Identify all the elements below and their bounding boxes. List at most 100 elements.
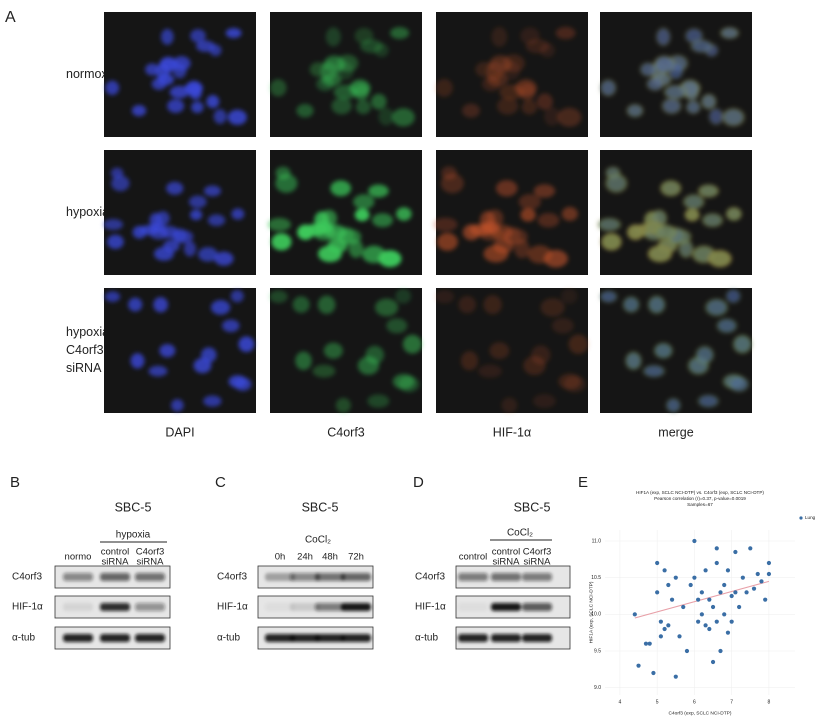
scatter-point: [710, 604, 716, 610]
cell: [323, 55, 345, 74]
legend-label: Lung: [805, 515, 816, 520]
scatter-point: [722, 612, 727, 617]
bands: [458, 603, 552, 611]
band: [522, 573, 552, 581]
cell: [335, 397, 351, 413]
scatter-point: [755, 571, 760, 577]
lane-label: siRNA: [137, 557, 165, 568]
blot-label: α-tub: [415, 633, 438, 644]
bands: [265, 603, 371, 611]
cells: [599, 26, 746, 127]
cell: [626, 103, 644, 118]
cell: [626, 224, 645, 241]
cell: [200, 347, 217, 363]
cell: [501, 397, 518, 414]
cell: [269, 290, 288, 304]
scatter-point: [647, 641, 652, 646]
scatter-point: [766, 560, 772, 566]
lane-label: siRNA: [524, 557, 552, 568]
cell: [653, 54, 676, 75]
blot-label: C4orf3: [415, 572, 445, 583]
scatter-point: [684, 648, 690, 654]
cell: [520, 208, 536, 222]
scatter-point: [669, 597, 675, 602]
scatter-point: [703, 623, 708, 628]
scatter-point: [666, 623, 671, 628]
scatter-point: [714, 546, 719, 551]
cell: [166, 181, 184, 195]
scatter-point: [673, 575, 678, 580]
cell: [532, 394, 556, 409]
cell: [309, 62, 327, 77]
cell: [330, 180, 352, 197]
cell: [708, 107, 725, 126]
band: [100, 634, 130, 642]
cell: [227, 109, 247, 125]
cell: [396, 207, 412, 221]
cell: [721, 107, 746, 127]
cell: [159, 56, 177, 73]
cells: [103, 167, 245, 266]
cell: [458, 295, 477, 314]
cell: [433, 217, 458, 232]
cell: [331, 97, 352, 115]
cell: [462, 103, 480, 118]
group-label: hypoxia: [116, 530, 151, 541]
bands: [458, 573, 552, 581]
y-tick-label: 9.0: [594, 685, 601, 691]
scatter-point: [733, 590, 738, 595]
cell: [275, 173, 298, 193]
y-tick-label: 11.0: [592, 538, 602, 544]
cell: [398, 376, 420, 393]
cell: [518, 193, 541, 210]
cell: [188, 195, 207, 209]
cell: [374, 298, 399, 317]
cell: [642, 364, 666, 378]
cell: [161, 28, 174, 45]
panel-label: B: [10, 474, 20, 491]
cell: [238, 336, 255, 353]
cell: [213, 109, 227, 124]
scatter-point: [707, 626, 712, 632]
cell: [647, 295, 666, 315]
scatter-point: [662, 626, 667, 632]
cell: [436, 232, 458, 251]
cell: [189, 209, 203, 221]
cell: [490, 224, 513, 240]
cell: [604, 173, 628, 194]
band: [491, 634, 521, 642]
cell: [434, 290, 455, 304]
scatter-point: [658, 634, 663, 639]
cell: [365, 345, 385, 365]
cell: [230, 289, 244, 303]
cell: [732, 334, 753, 355]
band: [458, 603, 488, 611]
x-tick-label: 6: [693, 699, 696, 705]
cell: [171, 399, 184, 412]
cell: [496, 97, 519, 115]
y-tick-label: 9.5: [594, 648, 601, 654]
cell: [185, 80, 203, 97]
cells: [435, 26, 582, 127]
cell: [695, 345, 715, 365]
cell: [481, 76, 501, 92]
cell: [148, 365, 168, 377]
group-label: CoCl₂: [507, 528, 533, 539]
micrograph: [269, 288, 422, 413]
cells: [598, 288, 753, 414]
cell: [715, 317, 738, 334]
cell: [297, 224, 314, 240]
scatter-point: [714, 619, 719, 624]
micrograph: [104, 12, 256, 137]
band: [290, 573, 320, 581]
cell: [183, 241, 197, 257]
x-axis-label: C4orf3 (exp, SCLC NCI-DTP): [669, 710, 732, 716]
x-tick-label: 8: [768, 699, 771, 705]
lane-label: control: [492, 547, 521, 558]
cell: [700, 93, 717, 110]
cell: [195, 40, 216, 52]
lane-label: 72h: [348, 552, 364, 563]
band: [491, 573, 521, 581]
cell: [371, 93, 387, 110]
scatter-point: [744, 590, 749, 595]
